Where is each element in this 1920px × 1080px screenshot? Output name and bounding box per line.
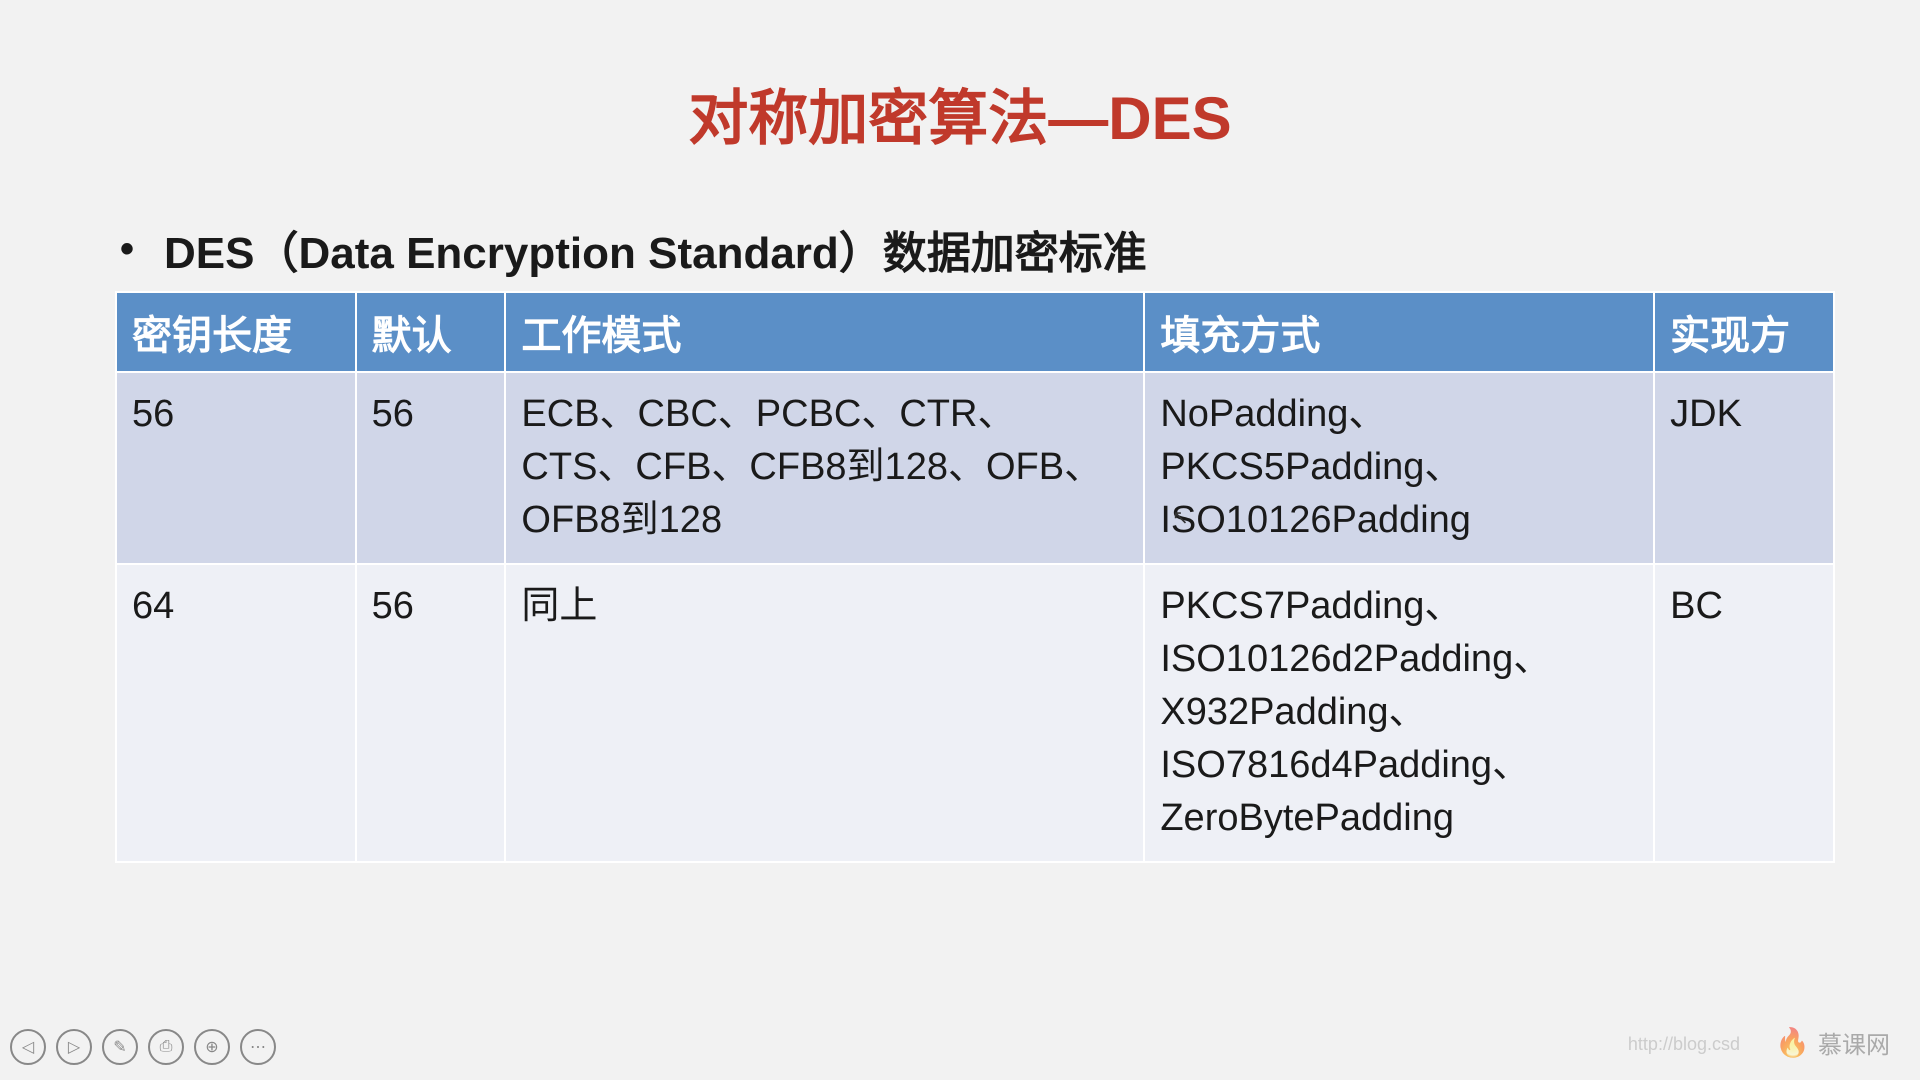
cell-default: 56 [356, 564, 506, 862]
table-row: 56 56 ECB、CBC、PCBC、CTR、CTS、CFB、CFB8到128、… [116, 372, 1834, 564]
cell-keylen: 64 [116, 564, 356, 862]
snapshot-icon: ⎙ [160, 1038, 173, 1056]
table-row: 64 56 同上 PKCS7Padding、ISO10126d2Padding、… [116, 564, 1834, 862]
bullet-point: • DES（Data Encryption Standard）数据加密标准 [120, 217, 1920, 281]
bullet-section: • DES（Data Encryption Standard）数据加密标准 [0, 217, 1920, 281]
watermark: 🔥 慕课网 [1775, 1025, 1890, 1060]
des-table: 密钥长度 默认 工作模式 填充方式 实现方 56 56 ECB、CBC、PCBC… [115, 291, 1835, 863]
col-header-impl: 实现方 [1654, 292, 1834, 372]
bullet-text: DES（Data Encryption Standard）数据加密标准 [164, 217, 1147, 281]
cell-impl: JDK [1654, 372, 1834, 564]
next-button[interactable]: ▷ [56, 1029, 92, 1065]
video-controls: ◁ ▷ ✎ ⎙ ⊕ ⋯ [10, 1029, 276, 1065]
col-header-padding: 填充方式 [1144, 292, 1654, 372]
flame-icon: 🔥 [1775, 1026, 1810, 1059]
slide-title: 对称加密算法—DES [0, 70, 1920, 157]
col-header-default: 默认 [356, 292, 506, 372]
cell-mode: 同上 [505, 564, 1144, 862]
cell-padding: PKCS7Padding、ISO10126d2Padding、X932Paddi… [1144, 564, 1654, 862]
table-header-row: 密钥长度 默认 工作模式 填充方式 实现方 [116, 292, 1834, 372]
zoom-button[interactable]: ⊕ [194, 1029, 230, 1065]
cell-default: 56 [356, 372, 506, 564]
bullet-marker: • [120, 227, 134, 272]
slide-container: 对称加密算法—DES • DES（Data Encryption Standar… [0, 0, 1920, 1080]
next-icon: ▷ [68, 1037, 80, 1057]
cell-mode: ECB、CBC、PCBC、CTR、CTS、CFB、CFB8到128、OFB、OF… [505, 372, 1144, 564]
zoom-icon: ⊕ [205, 1037, 218, 1057]
col-header-mode: 工作模式 [505, 292, 1144, 372]
cell-keylen: 56 [116, 372, 356, 564]
pen-icon: ✎ [113, 1037, 126, 1057]
cell-impl: BC [1654, 564, 1834, 862]
snapshot-button[interactable]: ⎙ [148, 1029, 184, 1065]
prev-icon: ◁ [22, 1037, 34, 1057]
prev-button[interactable]: ◁ [10, 1029, 46, 1065]
more-button[interactable]: ⋯ [240, 1029, 276, 1065]
col-header-keylen: 密钥长度 [116, 292, 356, 372]
cell-padding: NoPadding、PKCS5Padding、ISO10126Padding [1144, 372, 1654, 564]
more-icon: ⋯ [250, 1037, 266, 1057]
watermark-site: 慕课网 [1818, 1025, 1890, 1060]
pen-button[interactable]: ✎ [102, 1029, 138, 1065]
watermark-url: http://blog.csd [1628, 1034, 1740, 1055]
